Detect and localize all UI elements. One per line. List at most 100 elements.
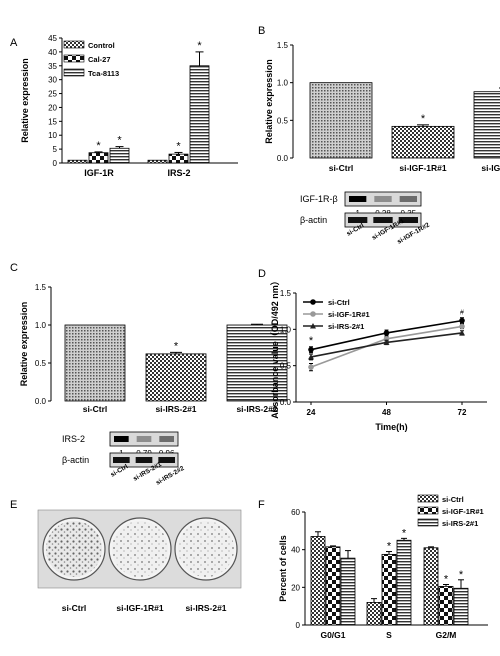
y-tick-label: 25: [48, 90, 57, 99]
significance-mark: *: [309, 335, 314, 347]
significance-mark: *: [421, 113, 426, 125]
data-point: [308, 364, 314, 370]
legend-swatch: [417, 506, 439, 515]
significance-mark: *: [387, 541, 392, 553]
bar: [67, 159, 88, 164]
legend-label: Control: [88, 41, 115, 50]
legend-marker: [310, 323, 316, 329]
panel-letter-a: A: [10, 37, 18, 49]
x-tick-label: si-Ctrl: [329, 163, 354, 173]
panel-a-chart: 0 5 10 15 20 25 30 35 40 45 Relative expression IGF…: [20, 34, 238, 178]
blot-band: [349, 196, 367, 202]
blot-strip: [109, 431, 179, 447]
y-axis-label: Relative expression: [20, 58, 30, 143]
blot-band: [158, 457, 175, 463]
bar: [309, 82, 373, 159]
bar: [453, 587, 469, 626]
panel-letter-e: E: [10, 499, 17, 511]
bar: [340, 557, 356, 626]
legend-marker: [310, 311, 316, 317]
x-tick-label: si-Ctrl: [83, 404, 108, 414]
x-tick-label: IRS-2: [167, 168, 190, 178]
x-tick-label: si-IGF-1R#1: [399, 163, 447, 173]
bar: [381, 553, 397, 626]
legend-label: Cal-27: [88, 55, 111, 64]
y-axis-label: Relative expression: [19, 302, 29, 387]
panel-f-chart: 0 20 40 60 Percent of cells G0/G1 S G2/M * * * * si-…: [278, 494, 488, 640]
y-axis-label: Absorbance value（OD/492 nm）: [270, 276, 280, 419]
data-point: [383, 330, 390, 336]
data-point: [383, 339, 390, 345]
significance-mark: *: [96, 140, 101, 152]
panel-letter-f: F: [258, 499, 265, 511]
y-tick-label: 20: [48, 103, 57, 112]
blot-band: [114, 436, 129, 442]
legend-swatch: [417, 494, 439, 503]
bar: [391, 125, 455, 159]
bar: [109, 147, 130, 164]
x-tick-label: G0/G1: [320, 630, 345, 640]
y-tick-label: 20: [291, 583, 300, 592]
blot-band: [113, 457, 130, 463]
y-tick-label: 0: [296, 621, 301, 630]
y-tick-label: 0.5: [35, 359, 47, 368]
y-tick-label: 1.0: [280, 325, 292, 334]
x-tick-label: IGF-1R: [84, 168, 114, 178]
y-tick-label: 35: [48, 62, 57, 71]
blot-band: [348, 217, 368, 223]
y-tick-label: 40: [291, 546, 300, 555]
blot-band: [374, 196, 392, 202]
significance-mark: *: [197, 40, 202, 52]
bar: [325, 546, 341, 626]
data-point: [308, 346, 314, 353]
blot-row-label: β-actin: [300, 215, 327, 225]
blot-strip: [344, 191, 422, 207]
y-tick-label: 30: [48, 76, 57, 85]
bar: [366, 602, 382, 626]
x-tick-label: S: [386, 630, 392, 640]
bar: [147, 159, 168, 164]
y-tick-label: 15: [48, 117, 57, 126]
legend-swatch: [63, 40, 85, 49]
dish-label: si-IGF-1R#1: [116, 603, 164, 613]
y-tick-label: 0.5: [277, 116, 289, 125]
colony-stain: [178, 521, 234, 577]
blot-band: [373, 217, 393, 223]
legend-swatch: [417, 518, 439, 527]
bar: [473, 91, 500, 159]
panel-letter-d: D: [258, 268, 266, 280]
y-axis-label: Relative expression: [264, 59, 274, 144]
colony-stain: [46, 521, 102, 577]
x-axis-label: Time(h): [375, 422, 407, 432]
x-tick-label: si-IRS-2#2: [236, 404, 277, 414]
colony-stain: [112, 521, 168, 577]
y-tick-label: 1.0: [35, 321, 47, 330]
legend-label: si-IRS-2#1: [442, 519, 478, 528]
data-point: [459, 317, 465, 324]
legend-swatch: [63, 54, 85, 63]
significance-mark: *: [176, 140, 181, 152]
x-tick-label: 48: [382, 408, 391, 417]
data-point: [459, 323, 465, 330]
blot-band: [135, 457, 153, 463]
bar: [423, 547, 439, 626]
dish-label: si-IRS-2#1: [185, 603, 226, 613]
blot-band: [159, 436, 174, 442]
blot-row-label: IGF-1R-β: [300, 194, 338, 204]
legend-label: si-IGF-1R#1: [328, 310, 370, 319]
bar: [64, 324, 126, 402]
significance-mark: #: [460, 310, 464, 317]
bar: [396, 539, 412, 626]
significance-mark: *: [174, 340, 179, 352]
significance-mark: *: [117, 135, 122, 147]
bar: [168, 153, 189, 164]
y-tick-label: 5: [53, 145, 58, 154]
x-tick-label: 24: [307, 408, 316, 417]
y-tick-label: 10: [48, 131, 57, 140]
y-tick-label: 0.5: [280, 362, 292, 371]
y-tick-label: 1.5: [277, 41, 289, 50]
legend-label: si-Ctrl: [442, 495, 464, 504]
panel-c-chart: 0.0 0.5 1.0 1.5 Relative expression si-Ctrl si…: [19, 283, 288, 487]
legend-label: si-IGF-1R#1: [442, 507, 484, 516]
